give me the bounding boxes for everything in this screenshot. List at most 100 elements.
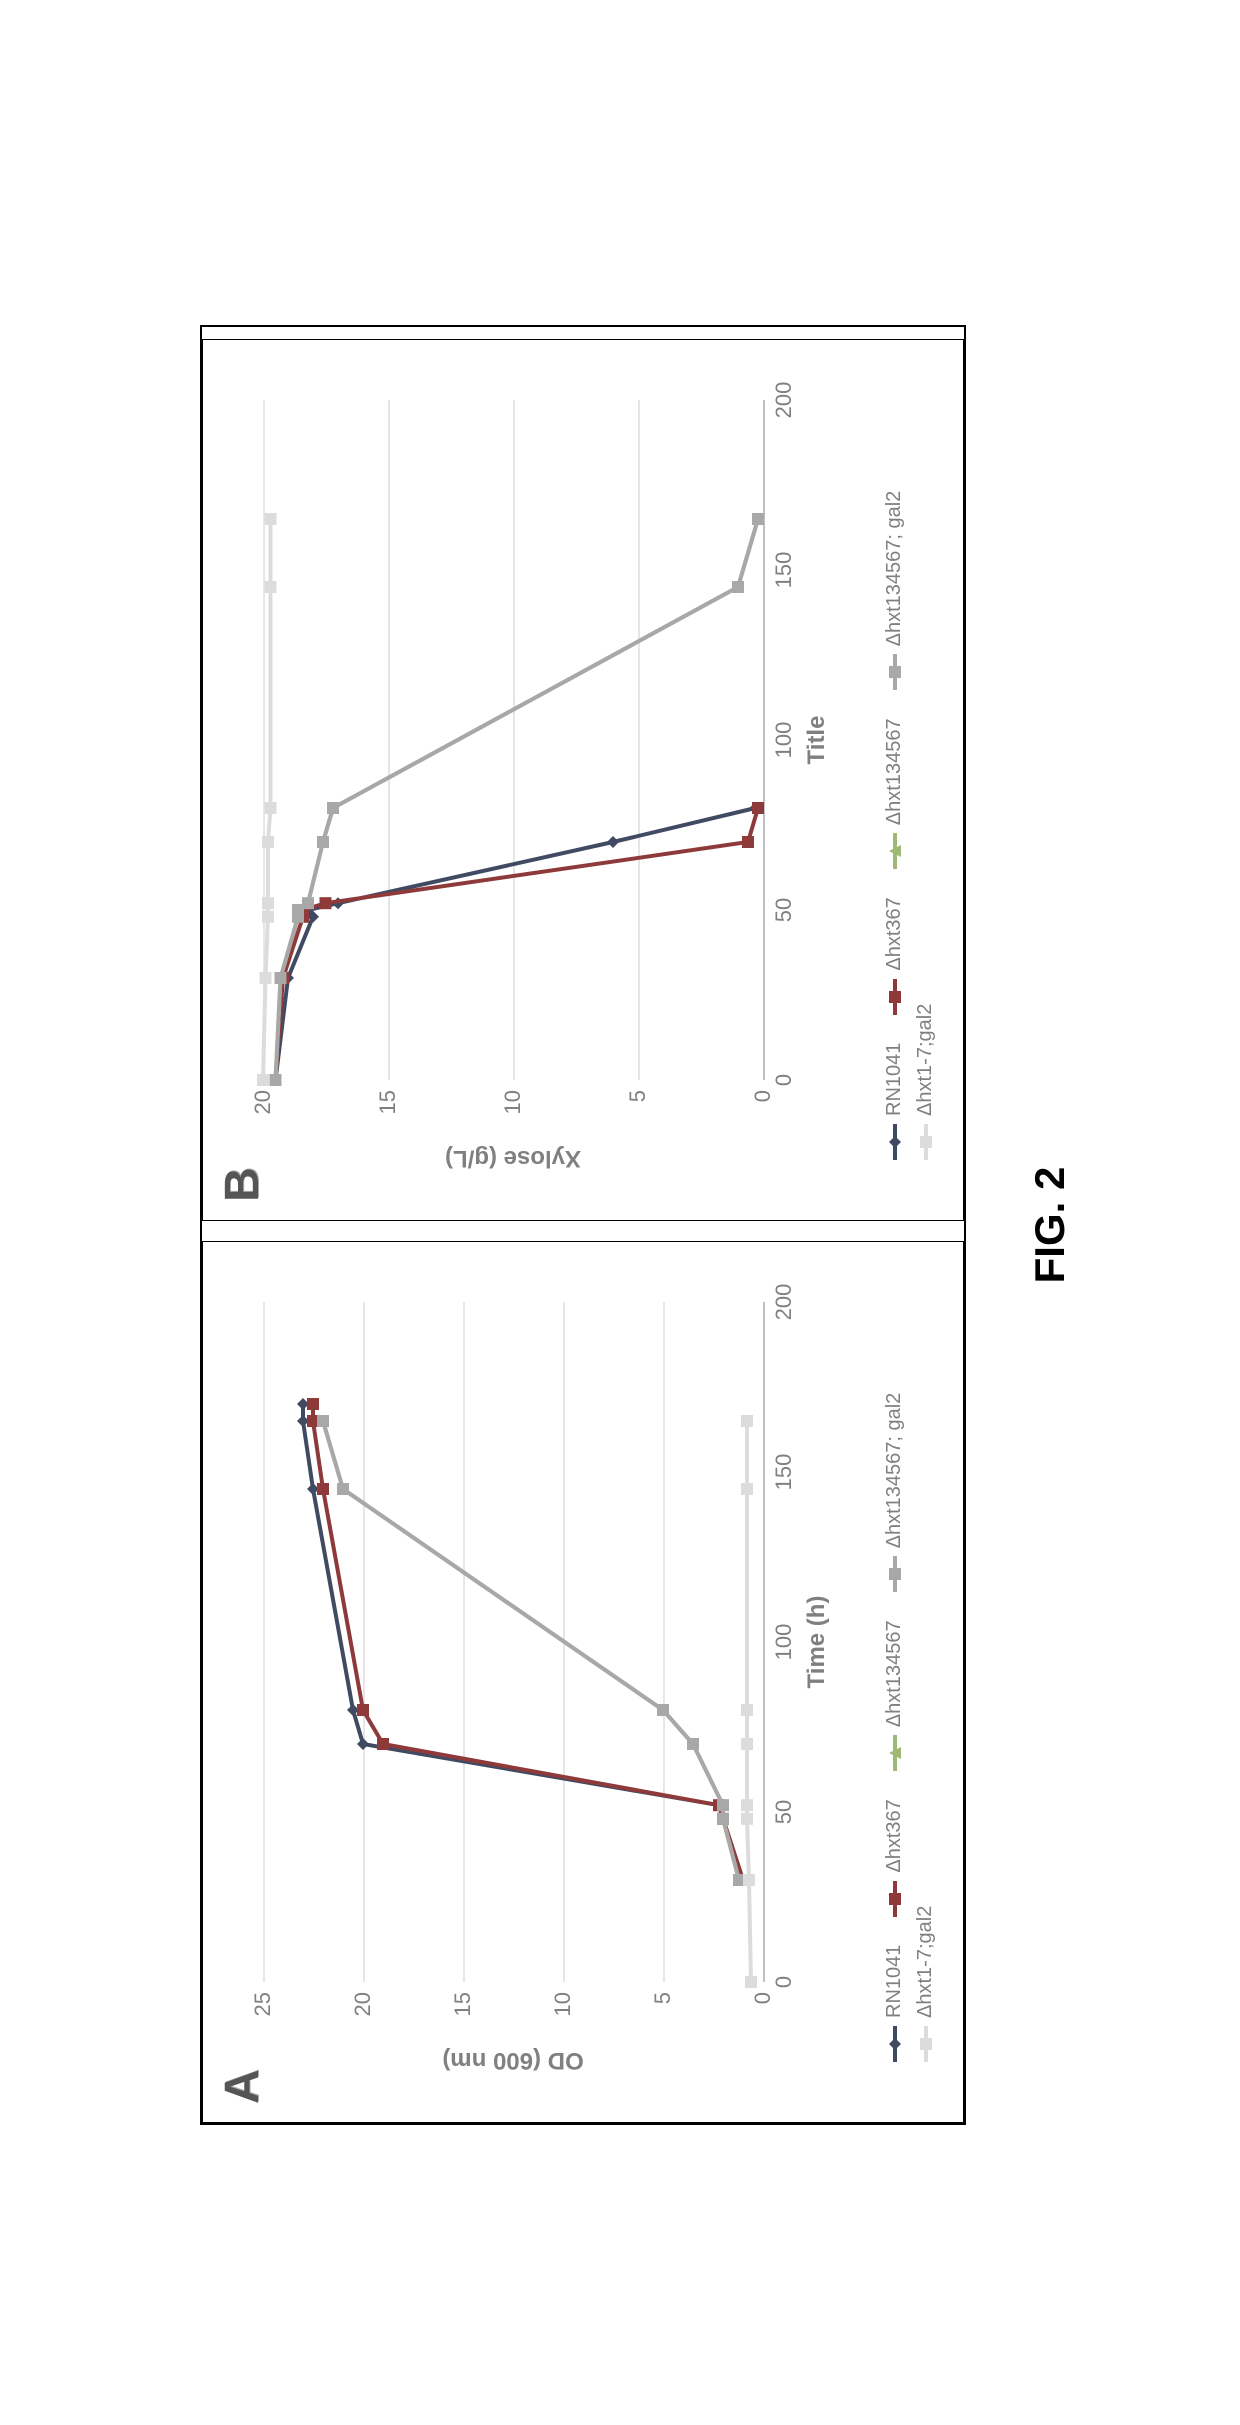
panels-row: A OD (600 nm) Time (h) 05101520250501001… — [200, 325, 966, 2125]
legend-item: Δhxt134567; gal2 — [883, 491, 906, 691]
page-root: A OD (600 nm) Time (h) 05101520250501001… — [0, 0, 1240, 2425]
ytick-label: 5 — [650, 1982, 676, 2004]
figure-caption: FIG. 2 — [1026, 325, 1074, 2125]
series-marker — [741, 1813, 753, 1825]
ytick-label: 20 — [350, 1982, 376, 2016]
series-marker — [265, 581, 277, 593]
series-marker — [607, 836, 619, 848]
ytick-label: 15 — [375, 1080, 401, 1114]
series-marker — [260, 972, 272, 984]
xtick-label: 200 — [763, 1284, 797, 1321]
series-marker — [357, 1738, 369, 1750]
series-marker — [265, 802, 277, 814]
series-marker — [741, 1704, 753, 1716]
series-marker — [743, 1874, 755, 1886]
series-marker — [741, 1738, 753, 1750]
series-marker — [275, 972, 287, 984]
series-marker — [752, 802, 764, 814]
series-marker — [752, 513, 764, 525]
series-line — [323, 1421, 739, 1880]
xtick-label: 0 — [763, 1976, 797, 1988]
xtick-label: 200 — [763, 382, 797, 419]
ytick-label: 10 — [550, 1982, 576, 2016]
series-line — [323, 1421, 739, 1880]
xtick-label: 150 — [763, 552, 797, 589]
panel-letter-a: A — [215, 2069, 270, 2104]
plot-b: Xylose (g/L) Title 05101520050100150200 — [263, 400, 765, 1080]
xtick-label: 50 — [763, 1800, 797, 1824]
series-marker — [657, 1704, 669, 1716]
legend-label: Δhxt134567 — [883, 718, 906, 825]
legend-item: Δhxt1-7;gal2 — [914, 1906, 937, 2062]
legend-swatch — [924, 1124, 928, 1160]
legend-swatch — [893, 1735, 897, 1771]
series-marker — [317, 836, 329, 848]
legend-label: Δhxt367 — [883, 1799, 906, 1872]
legend-swatch — [893, 1124, 897, 1160]
series-marker — [327, 802, 339, 814]
series-marker — [337, 1483, 349, 1495]
ylabel-a: OD (600 nm) — [442, 2046, 583, 2074]
series-marker — [687, 1738, 699, 1750]
plot-a: OD (600 nm) Time (h) 0510152025050100150… — [263, 1302, 765, 1982]
series-marker — [270, 1074, 282, 1086]
legend-item: Δhxt134567; gal2 — [883, 1393, 906, 1593]
legend-item: Δhxt1-7;gal2 — [914, 1004, 937, 1160]
rotation-wrapper: A OD (600 nm) Time (h) 05101520250501001… — [0, 0, 1240, 2425]
series-line — [276, 808, 759, 1080]
ytick-label: 10 — [500, 1080, 526, 1114]
xtick-label: 100 — [763, 1624, 797, 1661]
legend-item: RN1041 — [883, 1043, 906, 1160]
figure: A OD (600 nm) Time (h) 05101520250501001… — [200, 325, 1074, 2125]
legend-a: RN1041 Δhxt367 Δhxt134567 Δhxt134567; gal2 Δ… — [883, 1282, 937, 2062]
xtick-label: 0 — [763, 1074, 797, 1086]
series-line — [303, 1404, 743, 1880]
legend-swatch — [893, 1556, 897, 1592]
series-marker — [357, 1704, 369, 1716]
series-marker — [742, 836, 754, 848]
panel-a: A OD (600 nm) Time (h) 05101520250501001… — [202, 1241, 964, 2123]
series-marker — [262, 911, 274, 923]
series-marker — [302, 897, 314, 909]
legend-label: RN1041 — [883, 1043, 906, 1116]
xlabel-b: Title — [803, 716, 831, 765]
series-line — [747, 1421, 751, 1982]
series-layer — [263, 1302, 763, 1982]
series-marker — [745, 1976, 757, 1988]
panel-letter-b: B — [215, 1167, 270, 1202]
series-line — [313, 1404, 743, 1880]
legend-label: RN1041 — [883, 1945, 906, 2018]
xlabel-a: Time (h) — [803, 1596, 831, 1689]
legend-item: Δhxt134567 — [883, 718, 906, 869]
series-line — [263, 519, 271, 1080]
ylabel-b: Xylose (g/L) — [445, 1144, 581, 1172]
series-line — [276, 519, 759, 1080]
legend-swatch — [924, 2026, 928, 2062]
series-marker — [257, 1074, 269, 1086]
series-marker — [317, 1415, 329, 1427]
series-marker — [317, 1483, 329, 1495]
legend-swatch — [893, 833, 897, 869]
xtick-label: 150 — [763, 1454, 797, 1491]
legend-label: Δhxt134567; gal2 — [883, 491, 906, 647]
series-marker — [741, 1415, 753, 1427]
series-marker — [717, 1799, 729, 1811]
legend-label: Δhxt134567 — [883, 1620, 906, 1727]
legend-label: Δhxt1-7;gal2 — [914, 1004, 937, 1116]
panel-b: B Xylose (g/L) Title 0510152005010015020… — [202, 339, 964, 1221]
series-marker — [307, 1398, 319, 1410]
series-marker — [262, 836, 274, 848]
legend-item: Δhxt367 — [883, 1799, 906, 1916]
legend-label: Δhxt367 — [883, 897, 906, 970]
legend-swatch — [893, 654, 897, 690]
legend-swatch — [893, 1881, 897, 1917]
series-layer — [263, 400, 763, 1080]
legend-b: RN1041 Δhxt367 Δhxt134567 Δhxt134567; gal2 Δ… — [883, 380, 937, 1160]
series-marker — [377, 1738, 389, 1750]
series-line — [276, 808, 756, 1080]
ytick-label: 25 — [250, 1982, 276, 2016]
series-marker — [265, 513, 277, 525]
legend-swatch — [893, 2026, 897, 2062]
legend-label: Δhxt1-7;gal2 — [914, 1906, 937, 2018]
series-marker — [741, 1799, 753, 1811]
